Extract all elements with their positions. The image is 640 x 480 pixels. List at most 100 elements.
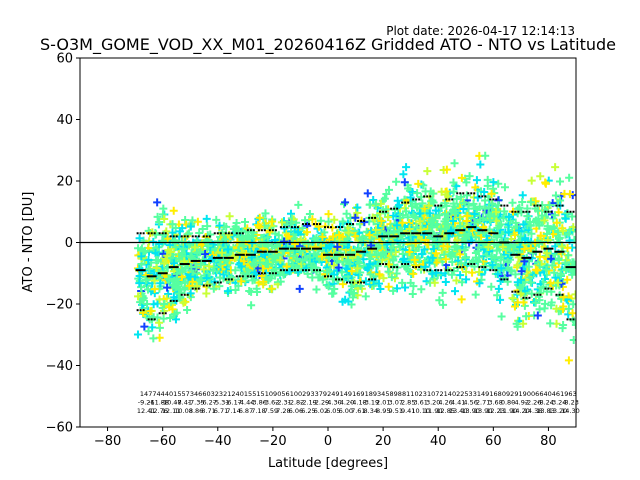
data-point xyxy=(457,259,466,268)
bin-sd-mark xyxy=(216,281,219,284)
bin-stat-label: 4.26 xyxy=(438,399,452,407)
data-point xyxy=(351,232,360,241)
bin-sd-mark xyxy=(525,296,528,299)
data-point xyxy=(528,248,537,257)
bin-sd-mark xyxy=(360,219,363,222)
data-point xyxy=(186,222,195,231)
data-point xyxy=(568,267,576,276)
data-point xyxy=(456,271,465,280)
bin-sd-mark xyxy=(426,269,429,272)
x-tick-label: 0 xyxy=(324,434,332,449)
data-point xyxy=(186,289,195,298)
bin-sd-mark xyxy=(401,201,404,204)
data-point xyxy=(143,299,152,308)
data-point xyxy=(448,258,457,267)
bin-stat-label: 107 xyxy=(427,390,439,398)
data-point xyxy=(551,191,560,200)
data-point xyxy=(396,242,405,251)
data-point xyxy=(307,265,316,274)
data-point xyxy=(518,191,527,200)
data-point xyxy=(180,278,189,287)
bin-sd-mark xyxy=(235,275,238,278)
data-point xyxy=(243,271,252,280)
bin-stat-label: 092 xyxy=(502,390,514,398)
data-point xyxy=(508,198,517,207)
data-point xyxy=(334,276,343,285)
data-point xyxy=(340,200,349,209)
data-point xyxy=(232,218,241,227)
data-point xyxy=(387,247,396,256)
data-point xyxy=(163,234,172,243)
data-point xyxy=(231,266,240,275)
data-point xyxy=(329,232,338,241)
data-point xyxy=(425,258,434,267)
data-point xyxy=(303,228,312,237)
data-point xyxy=(361,277,370,286)
data-point xyxy=(474,237,483,246)
bin-stat-label: 14.20 xyxy=(511,407,530,415)
bin-sd-mark xyxy=(492,198,495,201)
bin-sd-mark xyxy=(296,269,299,272)
data-point xyxy=(330,261,339,270)
bin-sd-mark xyxy=(252,275,255,278)
data-point xyxy=(462,178,471,187)
data-point xyxy=(452,195,461,204)
bin-sd-mark xyxy=(357,281,360,284)
data-point xyxy=(556,271,565,280)
data-point xyxy=(405,225,414,234)
data-point xyxy=(312,285,321,294)
data-point xyxy=(462,275,471,284)
data-point xyxy=(314,222,323,231)
data-point xyxy=(143,285,152,294)
bin-stat-label: 8.95 xyxy=(376,407,390,415)
data-point xyxy=(467,236,476,245)
bin-sd-mark xyxy=(429,269,432,272)
data-point xyxy=(177,237,186,246)
data-point xyxy=(476,160,485,169)
data-point xyxy=(568,212,576,221)
bin-sd-mark xyxy=(312,269,315,272)
bin-sd-mark xyxy=(268,272,271,275)
data-point xyxy=(517,275,526,284)
data-point xyxy=(377,251,386,260)
data-point xyxy=(152,263,161,272)
data-point xyxy=(333,242,342,251)
data-point xyxy=(142,275,151,284)
bin-sd-mark xyxy=(363,219,366,222)
data-point xyxy=(371,200,380,209)
data-point xyxy=(154,256,163,265)
bin-sd-mark xyxy=(335,278,338,281)
data-point xyxy=(137,252,146,261)
bin-sd-mark xyxy=(147,318,150,321)
data-point xyxy=(383,240,392,249)
data-point xyxy=(447,270,456,279)
data-point xyxy=(393,196,402,205)
bin-stat-label: 345 xyxy=(377,390,389,398)
data-point xyxy=(527,229,536,238)
bin-sd-mark xyxy=(150,232,153,235)
x-tick-label: 20 xyxy=(375,434,392,449)
data-point xyxy=(324,282,333,291)
data-point xyxy=(516,243,525,252)
data-point xyxy=(267,284,276,293)
bin-sd-mark xyxy=(368,278,371,281)
bin-stat-label: 13.90 xyxy=(474,407,493,415)
bin-stat-label: -7.35 xyxy=(188,399,205,407)
data-point xyxy=(179,298,188,307)
bin-sd-mark xyxy=(213,232,216,235)
data-point xyxy=(402,207,411,216)
data-point xyxy=(550,211,559,220)
bin-sd-mark xyxy=(197,287,200,290)
data-point xyxy=(526,221,535,230)
data-point xyxy=(462,191,471,200)
data-point xyxy=(398,249,407,258)
data-point xyxy=(426,187,435,196)
bin-sd-mark xyxy=(404,201,407,204)
bin-sd-mark xyxy=(511,290,514,293)
data-point xyxy=(229,225,238,234)
bin-sd-mark xyxy=(470,263,473,266)
data-point xyxy=(459,204,468,213)
bin-sd-mark xyxy=(230,232,233,235)
data-point xyxy=(511,270,520,279)
bin-stat-label: 557 xyxy=(177,390,189,398)
